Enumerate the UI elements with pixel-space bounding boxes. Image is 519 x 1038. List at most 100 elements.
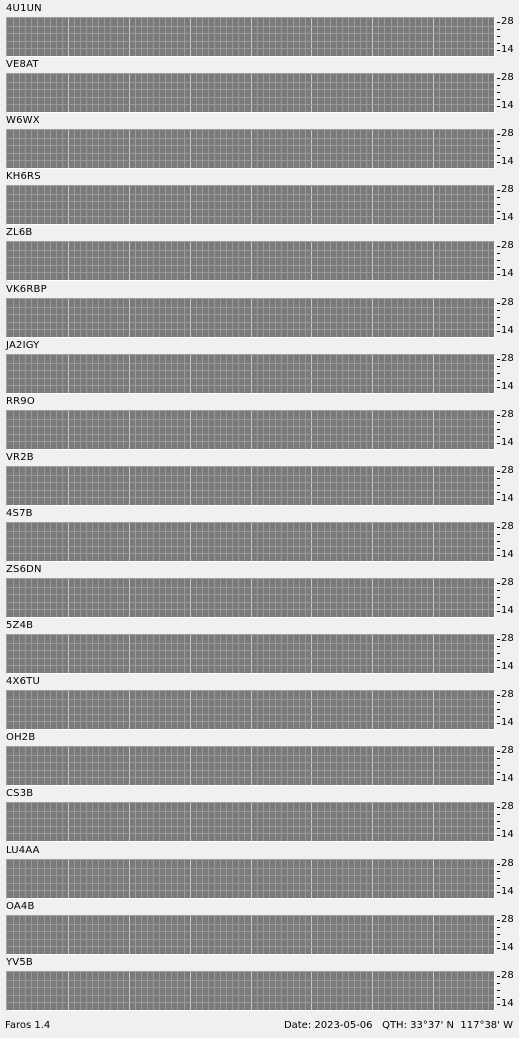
scale-tick [497, 821, 500, 822]
scale-top-label: 28 [501, 858, 514, 869]
scale-bottom-label: 14 [501, 381, 514, 392]
station-row: VR2B 28 14 [0, 451, 519, 507]
scale-tick [497, 22, 500, 23]
scale-tick [497, 162, 500, 163]
station-name: 4X6TU [6, 676, 41, 687]
grid-lines [7, 579, 494, 617]
scale-tick [497, 604, 500, 605]
scale-top-label: 28 [501, 128, 514, 139]
scale-tick [497, 478, 500, 479]
scale-tick [497, 751, 500, 752]
station-row: OH2B 28 14 [0, 731, 519, 787]
station-name: KH6RS [6, 171, 41, 182]
scale-tick [497, 373, 500, 374]
scale-tick [497, 310, 500, 311]
propagation-grid [6, 17, 495, 57]
scale-top-label: 28 [501, 465, 514, 476]
scale-top-label: 28 [501, 689, 514, 700]
band-scale: 28 14 [497, 802, 519, 842]
station-row: 4X6TU 28 14 [0, 675, 519, 731]
station-name: VE8AT [6, 59, 39, 70]
station-row: VK6RBP 28 14 [0, 283, 519, 339]
scale-tick [497, 43, 500, 44]
station-name: OA4B [6, 901, 35, 912]
scale-top-label: 28 [501, 633, 514, 644]
scale-tick [497, 155, 500, 156]
scale-tick [497, 709, 500, 710]
scale-top-label: 28 [501, 521, 514, 532]
scale-tick [497, 702, 500, 703]
station-row: RR9O 28 14 [0, 395, 519, 451]
propagation-grid [6, 241, 495, 281]
band-scale: 28 14 [497, 241, 519, 281]
scale-tick [497, 499, 500, 500]
scale-tick [497, 541, 500, 542]
scale-bottom-label: 14 [501, 44, 514, 55]
app-version: Faros 1.4 [5, 1020, 51, 1031]
scale-tick [497, 106, 500, 107]
scale-tick [497, 997, 500, 998]
propagation-grid [6, 129, 495, 169]
scale-tick [497, 331, 500, 332]
scale-tick [497, 29, 500, 30]
scale-tick [497, 260, 500, 261]
scale-bottom-label: 14 [501, 605, 514, 616]
scale-top-label: 28 [501, 240, 514, 251]
grid-lines [7, 747, 494, 785]
station-row: YV5B 28 14 [0, 956, 519, 1012]
station-row: KH6RS 28 14 [0, 170, 519, 226]
band-scale: 28 14 [497, 915, 519, 955]
scale-tick [497, 267, 500, 268]
scale-tick [497, 485, 500, 486]
band-scale: 28 14 [497, 746, 519, 786]
scale-bottom-label: 14 [501, 268, 514, 279]
scale-tick [497, 253, 500, 254]
station-name: 4S7B [6, 508, 33, 519]
station-row: 5Z4B 28 14 [0, 619, 519, 675]
scale-tick [497, 443, 500, 444]
station-row: 4U1UN 28 14 [0, 2, 519, 58]
scale-tick [497, 639, 500, 640]
scale-tick [497, 920, 500, 921]
scale-tick [497, 492, 500, 493]
station-name: LU4AA [6, 845, 40, 856]
grid-lines [7, 467, 494, 505]
propagation-grid [6, 522, 495, 562]
band-scale: 28 14 [497, 859, 519, 899]
scale-tick [497, 660, 500, 661]
scale-tick [497, 324, 500, 325]
scale-tick [497, 436, 500, 437]
grid-lines [7, 635, 494, 673]
scale-bottom-label: 14 [501, 829, 514, 840]
scale-tick [497, 807, 500, 808]
scale-tick [497, 429, 500, 430]
band-scale: 28 14 [497, 298, 519, 338]
scale-tick [497, 366, 500, 367]
scale-bottom-label: 14 [501, 773, 514, 784]
band-scale: 28 14 [497, 17, 519, 57]
station-row: JA2IGY 28 14 [0, 339, 519, 395]
scale-tick [497, 723, 500, 724]
station-name: OH2B [6, 732, 36, 743]
scale-tick [497, 415, 500, 416]
station-name: 5Z4B [6, 620, 34, 631]
scale-tick [497, 141, 500, 142]
scale-tick [497, 359, 500, 360]
station-row: CS3B 28 14 [0, 787, 519, 843]
scale-top-label: 28 [501, 745, 514, 756]
scale-top-label: 28 [501, 914, 514, 925]
station-row: ZS6DN 28 14 [0, 563, 519, 619]
propagation-grid [6, 410, 495, 450]
grid-lines [7, 355, 494, 393]
propagation-grid [6, 971, 495, 1011]
band-scale: 28 14 [497, 354, 519, 394]
propagation-grid [6, 354, 495, 394]
station-row: ZL6B 28 14 [0, 226, 519, 282]
station-name: RR9O [6, 396, 35, 407]
band-scale: 28 14 [497, 522, 519, 562]
scale-tick [497, 590, 500, 591]
propagation-grid [6, 746, 495, 786]
scale-tick [497, 927, 500, 928]
scale-tick [497, 976, 500, 977]
status-bar: Faros 1.4 Date: 2023-05-06 QTH: 33°37' N… [0, 1014, 519, 1038]
